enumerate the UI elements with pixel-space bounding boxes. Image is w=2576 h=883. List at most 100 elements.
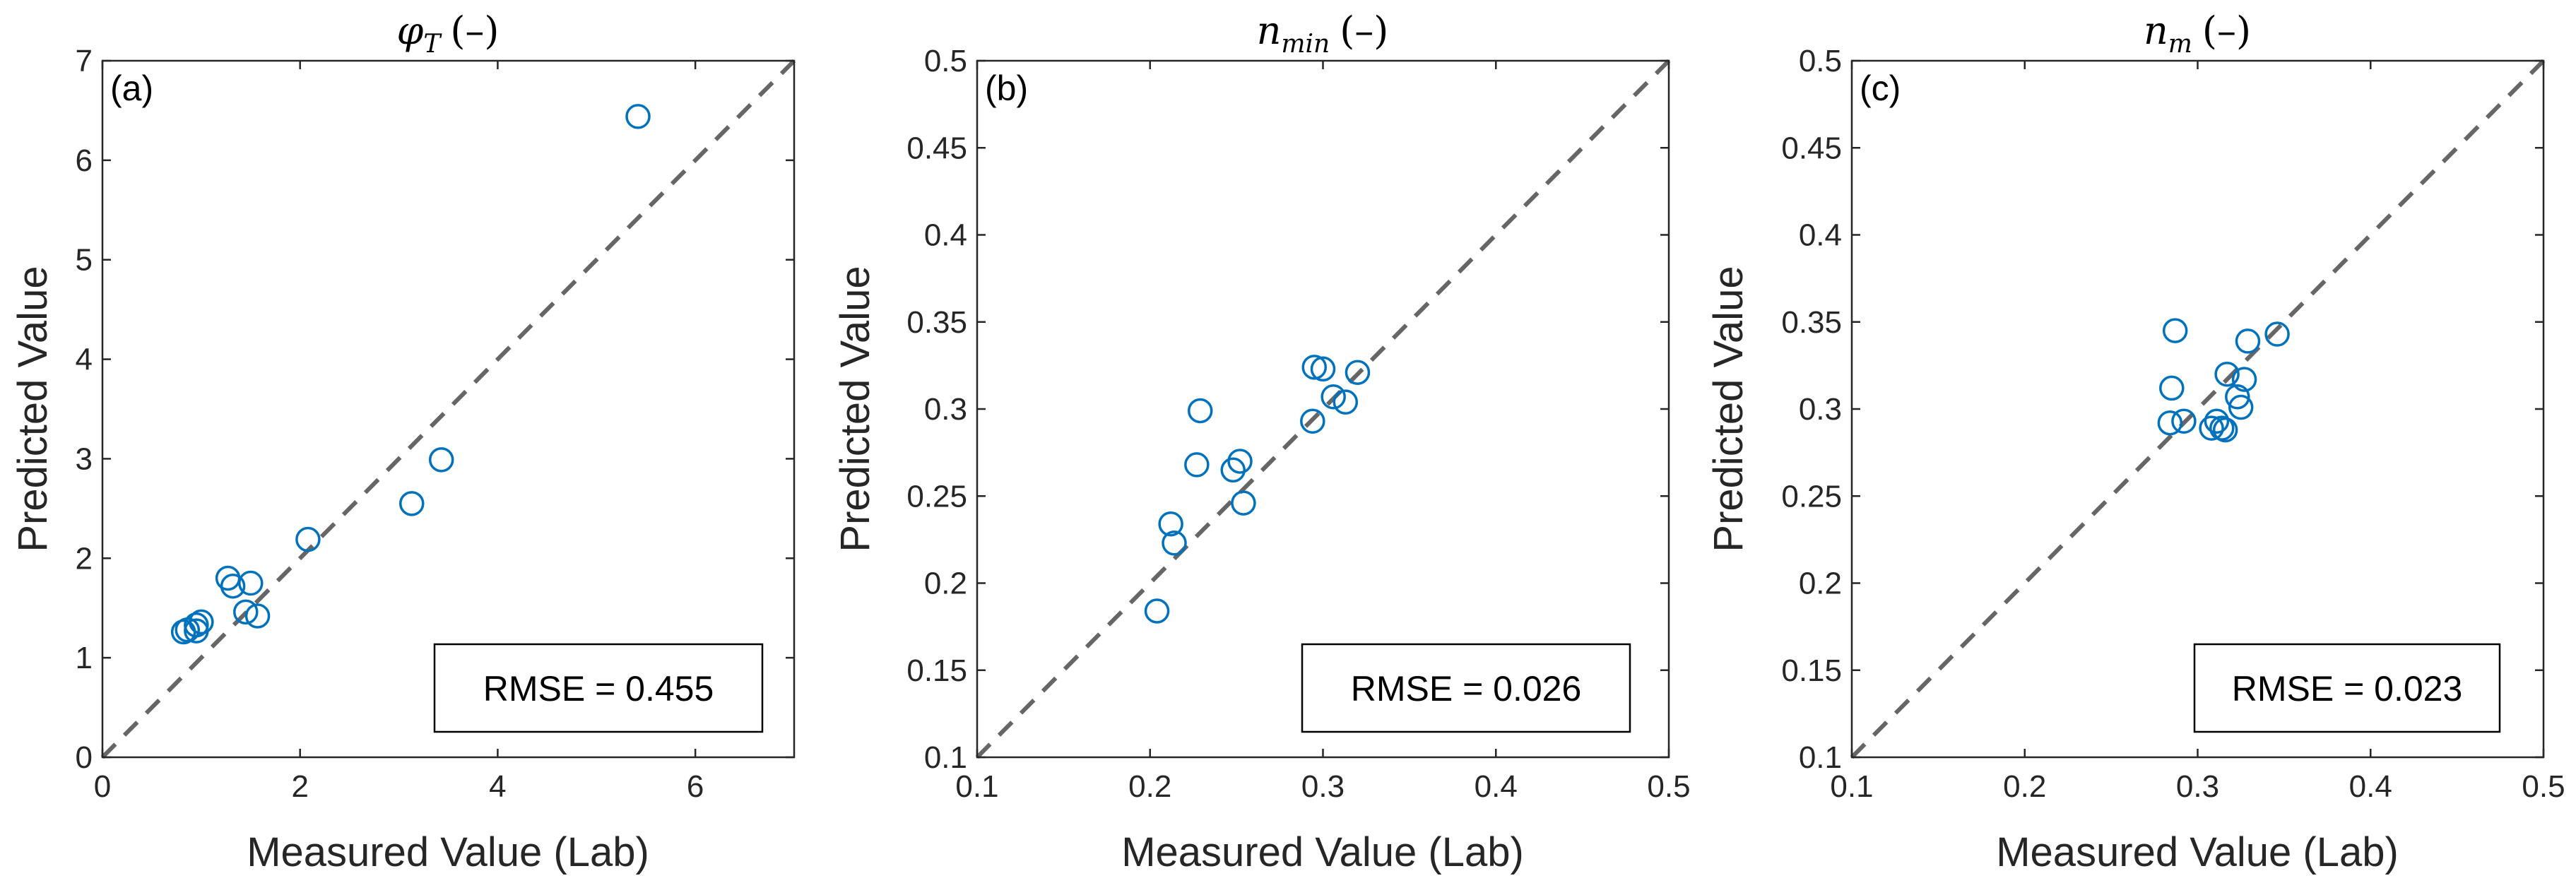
panel-c-data-point [2199,415,2224,441]
panel-c-x-tick-label: 0.3 [2176,769,2219,804]
panel-b-data-point [1144,598,1170,624]
panel-a-x-tick-label: 4 [489,769,506,804]
panel-a-x-tick-label: 6 [687,769,704,804]
panel-b-data-point [1187,398,1213,424]
panel-c-ylabel: Predicted Value [1706,266,1751,552]
panel-a-ticks: 0 2 4 6 0 1 2 3 4 5 6 7 [76,44,794,804]
panel-b-title: nmin (–) [1257,8,1389,59]
panel-b-y-tick-label: 0.25 [906,479,967,514]
panel-a: φT (–) 0 2 4 6 0 1 2 3 4 5 6 7 (a) RMSE = 0.455 Meas… [10,8,796,875]
panel-b-data-point [1333,389,1359,415]
panel-c-xlabel: Measured Value (Lab) [1996,829,2399,875]
panel-a-data-point [625,104,651,129]
panel-a-data-point [295,526,321,552]
panel-c-y-tick-label: 0.35 [1781,305,1842,340]
panel-a-xlabel: Measured Value (Lab) [247,829,649,875]
panel-c-data-point [2212,417,2238,443]
panel-c-label: (c) [1860,69,1901,108]
panel-b-data-point [1162,531,1187,556]
panel-a-y-tick-label: 6 [76,143,93,178]
panel-a-y-tick-label: 7 [76,44,93,78]
panel-b-reference-line [975,59,1671,759]
panel-b-label: (b) [985,69,1028,108]
panel-a-rmse-box [433,643,764,733]
panel-a-data-point [233,599,259,625]
panel-b-x-tick-label: 0.3 [1301,769,1345,804]
panel-b-y-tick-label: 0.3 [924,392,967,427]
panel-c-y-tick-label: 0.3 [1799,392,1842,427]
panel-a-title: φT (–) [397,8,500,59]
panel-c-data-point [2231,367,2257,392]
panel-a-label: (a) [110,69,153,108]
panel-a-data-point [399,491,425,516]
panel-b-x-tick-label: 0.4 [1475,769,1518,804]
panel-a-x-tick-label: 0 [94,769,111,804]
panel-c-ticks: 0.1 0.2 0.3 0.4 0.5 0.1 0.15 0.2 0.25 0.3 0.35 0.4 0… [1781,44,2565,804]
panel-c-data-point [2204,408,2230,434]
panel-c-x-tick-label: 0.1 [1830,769,1873,804]
panel-c-y-tick-label: 0.4 [1799,218,1842,253]
panel-c-data-point [2225,384,2250,410]
panel-b-points [1144,355,1371,624]
panel-b-rmse-text: RMSE = 0.026 [1351,669,1582,709]
panel-a-y-tick-label: 3 [76,442,93,476]
panel-c-data-point [2214,361,2240,387]
panel-a-points [170,104,651,645]
panel-b-y-tick-label: 0.45 [906,131,967,165]
panel-c-x-tick-label: 0.5 [2522,769,2565,804]
panel-b-xlabel: Measured Value (Lab) [1121,829,1524,875]
panel-b-x-tick-label: 0.1 [955,769,998,804]
panel-c-x-tick-label: 0.4 [2349,769,2392,804]
panel-b-data-point [1184,452,1210,478]
panel-b-x-tick-label: 0.5 [1647,769,1690,804]
panel-a-y-tick-label: 2 [76,541,93,576]
panel-c-rmse-box [2193,643,2501,733]
panel-c-y-tick-label: 0.15 [1781,653,1842,688]
panel-b-y-tick-label: 0.15 [906,653,967,688]
panel-a-data-point [220,573,246,599]
panel-a-reference-line [100,59,796,759]
panel-b-rmse-box [1301,643,1631,733]
panel-c-data-point [2157,410,2183,436]
panel-a-data-point [215,565,241,591]
panel-c-y-tick-label: 0.45 [1781,131,1842,165]
panel-b-y-tick-label: 0.2 [924,567,967,601]
panel-c-rmse-text: RMSE = 0.023 [2232,669,2463,709]
panel-a-data-point [238,570,264,596]
panel-a-y-tick-label: 0 [76,740,93,775]
panel-c-y-tick-label: 0.25 [1781,479,1842,514]
panel-a-x-tick-label: 2 [291,769,308,804]
panel-a-data-point [428,447,454,473]
panel-b-y-tick-label: 0.35 [906,305,967,340]
panel-a-data-point [184,618,209,644]
panel-b-y-tick-label: 0.4 [924,218,967,253]
panel-b-data-point [1310,356,1336,382]
panel-c-data-point [2159,375,2185,401]
panel-b-data-point [1345,360,1371,385]
panel-c-data-point [2228,394,2254,420]
panel-b-ylabel: Predicted Value [832,266,878,552]
panel-c-x-tick-label: 0.2 [2003,769,2046,804]
panel-b-y-tick-label: 0.1 [924,740,967,775]
panel-b-data-point [1158,511,1183,537]
panel-c-y-tick-label: 0.1 [1799,740,1842,775]
panel-c-data-point [2171,408,2197,434]
panel-b-y-tick-label: 0.5 [924,44,967,78]
panel-c-data-point [2264,321,2290,347]
panel-a-y-tick-label: 5 [76,243,93,278]
panel-b: nmin (–) 0.1 0.2 0.3 0.4 0.5 0.1 0.15 0.2 0.25 0.3… [832,8,1691,875]
panel-a-y-tick-label: 1 [76,641,93,675]
panel-a-ylabel: Predicted Value [10,266,56,552]
panel-a-axes-frame [101,59,796,759]
panel-a-rmse-text: RMSE = 0.455 [483,669,714,709]
panel-b-data-point [1231,490,1256,516]
panel-a-data-point [184,612,209,638]
panel-b-data-point [1220,457,1246,483]
panel-b-data-point [1301,355,1328,380]
panel-b-data-point [1321,384,1346,410]
panel-b-x-tick-label: 0.2 [1128,769,1171,804]
panel-c-reference-line [1850,59,2546,759]
panel-c-y-tick-label: 0.5 [1799,44,1842,78]
panel-b-ticks: 0.1 0.2 0.3 0.4 0.5 0.1 0.15 0.2 0.25 0.3 0.35 0.4 0… [906,44,1690,804]
